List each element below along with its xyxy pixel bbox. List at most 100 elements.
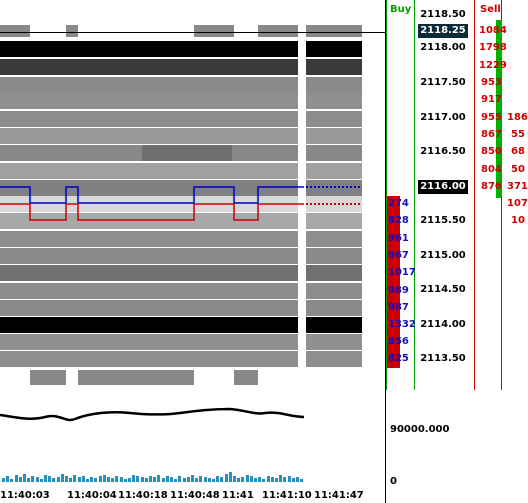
heatmap-bottom-block [234, 370, 258, 385]
volume-bar [123, 479, 127, 482]
time-tick: 11:40:18 [118, 490, 168, 501]
indicator-value-label: 90000.000 [390, 424, 450, 435]
time-tick: 11:40:48 [170, 490, 220, 501]
price-level[interactable]: 2118.00 [420, 42, 466, 53]
volume-bar [111, 478, 115, 482]
volume-bar [258, 477, 262, 482]
price-level[interactable]: 2113.50 [420, 353, 466, 364]
bid-line [0, 203, 304, 221]
volume-bar [203, 477, 207, 482]
ask-size-bar [496, 20, 502, 198]
volume-bar [216, 476, 220, 482]
price-level[interactable]: 2117.00 [420, 112, 466, 123]
price-level[interactable]: 2118.50 [420, 9, 466, 20]
bid-size-value: 989 [388, 285, 409, 296]
volume-bar [23, 474, 26, 482]
volume-bar [18, 477, 22, 482]
volume-bar [275, 478, 278, 482]
volume-bar [165, 476, 169, 482]
heatmap-bottom-block [78, 370, 194, 385]
bid-size-value: 856 [388, 336, 409, 347]
price-level[interactable]: 2114.50 [420, 284, 466, 295]
ask-size-value: 1798 [479, 42, 507, 53]
bid-size-value: 987 [388, 302, 409, 313]
price-level[interactable]: 2114.00 [420, 319, 466, 330]
bid-size-bar [387, 196, 400, 368]
volume-bar [254, 478, 257, 482]
indicator-chart [0, 407, 305, 422]
volume-bar [73, 475, 77, 482]
bid-size-value: 1332 [388, 319, 416, 330]
volume-bar [107, 477, 110, 482]
ask-size-value: 955 [481, 112, 502, 123]
volume-bar [69, 478, 73, 482]
volume-bar [52, 478, 56, 482]
heatmap-row [0, 93, 298, 109]
volume-bar [48, 476, 52, 482]
volume-bar [6, 476, 10, 482]
price-level[interactable]: 2116.50 [420, 146, 466, 157]
separator-line [414, 0, 415, 390]
time-tick: 11:40:04 [67, 490, 117, 501]
heatmap-row [306, 317, 362, 333]
heatmap-top-block [0, 25, 30, 37]
separator-line [386, 0, 387, 390]
heatmap-divider [0, 32, 385, 33]
volume-bar [132, 475, 136, 482]
bid-size-value: 961 [388, 233, 409, 244]
volume-bar [212, 479, 215, 482]
ask-line [0, 186, 304, 204]
heatmap-row [306, 111, 362, 127]
heatmap-row [0, 283, 298, 299]
volume-bar [56, 477, 60, 482]
volume-bar [245, 475, 249, 482]
ask-size-value: 804 [481, 164, 502, 175]
heatmap-row [0, 231, 298, 247]
heatmap-row [306, 283, 362, 299]
last-price-level[interactable]: 2118.25 [418, 24, 468, 38]
volume-bar [191, 475, 194, 482]
ask-size-value: 1229 [479, 60, 507, 71]
ask-delta-value: 107 [507, 198, 528, 209]
heatmap-row [306, 213, 362, 229]
bid-size-value: 274 [388, 198, 409, 209]
volume-bar [14, 475, 18, 482]
volume-bar [174, 479, 178, 482]
bid-size-value: 825 [388, 353, 409, 364]
heatmap-row [306, 231, 362, 247]
volume-bar [119, 477, 123, 482]
volume-bar [65, 476, 68, 482]
heatmap-row [0, 111, 298, 127]
heatmap-row [306, 77, 362, 93]
volume-bar [149, 476, 152, 482]
indicator-zero-label: 0 [390, 476, 397, 487]
volume-bar [178, 476, 182, 482]
heatmap-chart[interactable] [0, 0, 385, 395]
heatmap-top-block [194, 25, 234, 37]
volume-bar [77, 477, 81, 482]
volume-bar [199, 476, 203, 482]
price-level[interactable]: 2117.50 [420, 77, 466, 88]
heatmap-row [306, 163, 362, 179]
current-price-level[interactable]: 2116.00 [418, 180, 468, 194]
buy-column-header: Buy [390, 4, 412, 15]
volume-bar [39, 479, 43, 482]
volume-bar [195, 478, 199, 482]
time-tick: 11:41:10 [262, 490, 312, 501]
volume-bar [144, 478, 148, 482]
volume-bar [300, 479, 304, 482]
price-level[interactable]: 2115.00 [420, 250, 466, 261]
volume-bar [233, 476, 236, 482]
ask-size-value: 917 [481, 94, 502, 105]
volume-bar [291, 478, 295, 482]
volume-bar [224, 474, 228, 482]
volume-bar [128, 478, 131, 482]
separator-line [385, 0, 386, 503]
volume-bar [170, 477, 173, 482]
heatmap-row [0, 59, 298, 75]
volume-bar [102, 475, 106, 482]
price-level[interactable]: 2115.50 [420, 215, 466, 226]
ask-delta-value: 371 [507, 181, 528, 192]
volume-bar [220, 477, 224, 482]
heatmap-row [0, 77, 298, 93]
